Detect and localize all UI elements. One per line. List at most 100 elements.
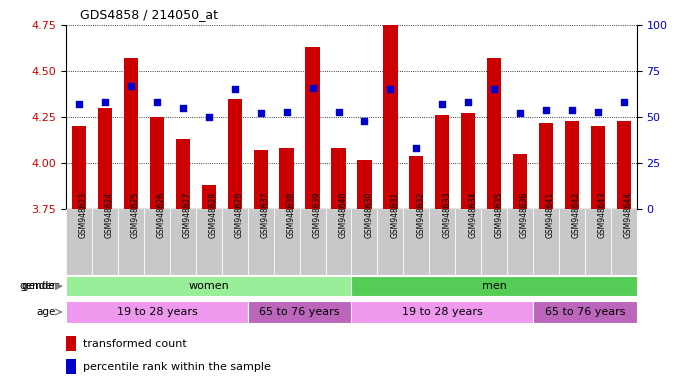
Bar [66, 209, 92, 275]
Point [359, 118, 370, 124]
Bar [150, 117, 164, 209]
Bar [591, 126, 605, 209]
Point [281, 109, 292, 115]
Bar [98, 108, 112, 209]
Text: GDS4858 / 214050_at: GDS4858 / 214050_at [80, 8, 218, 21]
Text: GSM948627: GSM948627 [183, 191, 192, 238]
Text: women: women [189, 281, 229, 291]
Text: GSM948626: GSM948626 [157, 191, 166, 238]
Point [489, 86, 500, 93]
Bar [409, 156, 423, 209]
Bar [66, 336, 76, 351]
Point [203, 114, 214, 120]
Text: 65 to 76 years: 65 to 76 years [545, 307, 625, 317]
Text: GSM948629: GSM948629 [235, 191, 244, 238]
Text: GSM948634: GSM948634 [468, 191, 477, 238]
Point [592, 109, 603, 115]
Bar [299, 209, 326, 275]
Bar [435, 115, 450, 209]
Bar [513, 154, 528, 209]
Text: gender: gender [19, 281, 56, 291]
Bar [559, 209, 585, 275]
Bar [507, 209, 533, 275]
Text: 65 to 76 years: 65 to 76 years [260, 307, 340, 317]
Bar [253, 150, 268, 209]
Bar [202, 185, 216, 209]
Point [255, 110, 267, 116]
Bar [228, 99, 242, 209]
Bar [144, 209, 170, 275]
Text: GSM948636: GSM948636 [520, 191, 529, 238]
Bar [175, 139, 190, 209]
Bar [170, 209, 196, 275]
Bar [461, 113, 475, 209]
Bar [617, 121, 631, 209]
Text: GSM948630: GSM948630 [365, 191, 374, 238]
Text: GSM948639: GSM948639 [313, 191, 322, 238]
Point [100, 99, 111, 106]
Bar [611, 209, 637, 275]
Bar [66, 301, 248, 323]
Bar [429, 209, 455, 275]
Text: GSM948642: GSM948642 [572, 191, 581, 238]
Point [229, 86, 240, 93]
Text: GSM948644: GSM948644 [624, 191, 633, 238]
Text: ▶: ▶ [55, 281, 63, 291]
Text: GSM948625: GSM948625 [131, 191, 140, 238]
Point [151, 99, 162, 106]
Bar [222, 209, 248, 275]
Text: GSM948640: GSM948640 [338, 191, 347, 238]
Bar [66, 276, 351, 296]
Text: GSM948635: GSM948635 [494, 191, 503, 238]
Text: GSM948637: GSM948637 [261, 191, 269, 238]
Bar [404, 209, 429, 275]
Bar [481, 209, 507, 275]
Bar [565, 121, 579, 209]
Bar [487, 58, 501, 209]
Bar [533, 209, 559, 275]
Bar [280, 149, 294, 209]
Text: GSM948638: GSM948638 [287, 191, 296, 238]
Text: GSM948628: GSM948628 [209, 192, 218, 238]
Text: GSM948643: GSM948643 [598, 191, 607, 238]
Point [307, 84, 318, 91]
Point [514, 110, 525, 116]
Bar [533, 301, 637, 323]
Bar [66, 359, 76, 374]
Point [385, 86, 396, 93]
Text: gender: gender [22, 281, 63, 291]
Text: percentile rank within the sample: percentile rank within the sample [84, 362, 271, 372]
Bar [92, 209, 118, 275]
Bar [274, 209, 299, 275]
Bar [351, 209, 377, 275]
Text: men: men [482, 281, 507, 291]
Bar [118, 209, 144, 275]
Bar [72, 126, 86, 209]
Bar [124, 58, 138, 209]
Bar [357, 159, 372, 209]
Text: 19 to 28 years: 19 to 28 years [116, 307, 197, 317]
Text: 19 to 28 years: 19 to 28 years [402, 307, 482, 317]
Point [333, 109, 344, 115]
Point [618, 99, 629, 106]
Bar [455, 209, 481, 275]
Bar [306, 47, 319, 209]
Bar [539, 122, 553, 209]
Point [463, 99, 474, 106]
Text: GSM948624: GSM948624 [105, 191, 114, 238]
Point [177, 105, 189, 111]
Bar [351, 301, 533, 323]
Text: GSM948632: GSM948632 [416, 191, 425, 238]
Text: age: age [37, 307, 56, 317]
Bar [248, 209, 274, 275]
Bar [331, 149, 346, 209]
Text: transformed count: transformed count [84, 339, 187, 349]
Bar [196, 209, 222, 275]
Point [567, 107, 578, 113]
Point [436, 101, 448, 107]
Bar [585, 209, 611, 275]
Bar [377, 209, 404, 275]
Bar [383, 23, 397, 209]
Text: GSM948623: GSM948623 [79, 191, 88, 238]
Point [411, 146, 422, 152]
